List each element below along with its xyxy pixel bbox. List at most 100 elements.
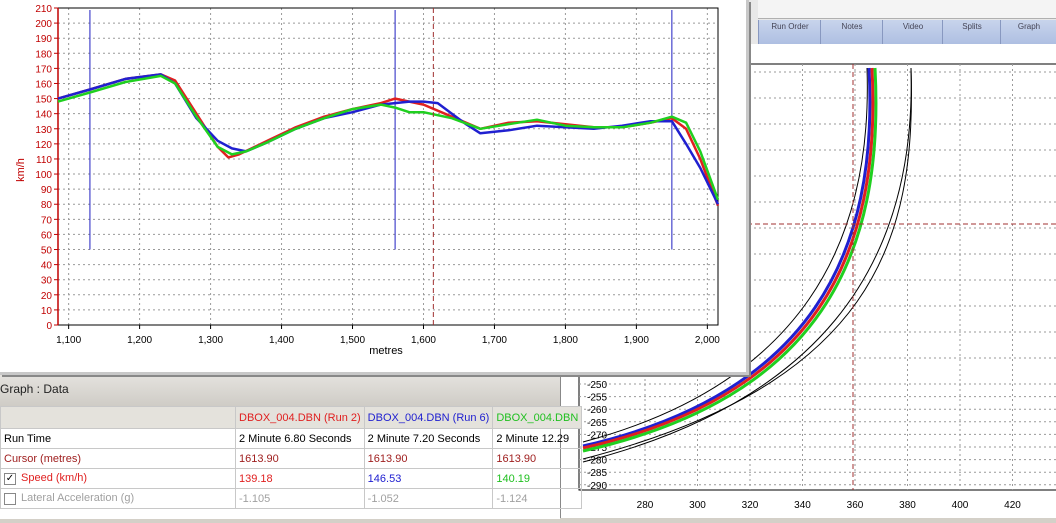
graph-plot-frame (57, 7, 719, 326)
lateral-run6: -1.052 (363, 488, 494, 509)
y-tick-label: 70 (41, 215, 53, 226)
graph-y-axis: 0 10 20 30 40 50 60 70 80 90 100 110 120 130 140 150 160… (35, 4, 59, 332)
map-x-tick-label: 400 (952, 500, 969, 511)
map-y-tick-label: -270 (587, 430, 607, 441)
speed-series-line-2 (57, 74, 720, 201)
table-row: Cursor (metres) 1613.90 1613.90 1613.90 (0, 448, 583, 469)
data-table: DBOX_004.DBN (Run 2) DBOX_004.DBN (Run 6… (0, 406, 583, 509)
x-tick-label: 1,900 (624, 335, 649, 346)
map-y-tick-label: -290 (587, 481, 607, 492)
speed-run6: 146.53 (363, 468, 494, 489)
background-column-headers (758, 20, 1056, 45)
x-tick-label: 1,500 (340, 335, 365, 346)
lateral-run2: -1.105 (235, 488, 365, 509)
table-row: Lateral Acceleration (g) -1.105 -1.052 -… (0, 488, 583, 509)
x-tick-label: 1,700 (482, 335, 507, 346)
cursor-run2: 1613.90 (235, 448, 365, 469)
y-tick-label: 160 (35, 79, 52, 90)
map-x-tick-label: 300 (689, 500, 706, 511)
row-label-cursor: Cursor (metres) (0, 448, 236, 469)
y-tick-label: 140 (35, 110, 52, 121)
y-tick-label: 120 (35, 140, 52, 151)
map-x-tick-label: 380 (899, 500, 916, 511)
map-y-tick-label: -265 (587, 418, 607, 429)
table-row: ✓ Speed (km/h) 139.18 146.53 140.19 (0, 468, 583, 489)
map-y-tick-label: -285 (587, 468, 607, 479)
map-y-tick-label: -255 (587, 393, 607, 404)
y-tick-label: 150 (35, 95, 52, 106)
speed-checkbox[interactable]: ✓ (4, 472, 16, 485)
data-panel-title: Graph : Data (0, 382, 69, 396)
cursor-run6: 1613.90 (363, 448, 494, 469)
data-header-green[interactable]: DBOX_004.DBN (492, 406, 583, 429)
speed-graph[interactable]: 0 10 20 30 40 50 60 70 80 90 100 110 120 130 140 150 160… (0, 0, 746, 372)
speed-series-line-0 (57, 73, 720, 207)
y-tick-label: 200 (35, 19, 52, 30)
y-tick-label: 0 (46, 321, 52, 332)
y-tick-label: 170 (35, 64, 52, 75)
lateral-accel-checkbox[interactable] (4, 492, 16, 505)
y-tick-label: 40 (41, 261, 53, 272)
data-header-run2[interactable]: DBOX_004.DBN (Run 2) (235, 406, 365, 429)
bg-column-notes[interactable]: Notes (820, 20, 883, 44)
row-label-speed: Speed (km/h) (21, 472, 88, 485)
bg-column-graph[interactable]: Graph (1000, 20, 1056, 44)
map-x-tick-label: 280 (637, 500, 654, 511)
y-tick-label: 50 (41, 246, 53, 257)
track-inner-boundary (582, 67, 868, 443)
map-x-tick-label: 420 (1004, 500, 1021, 511)
graph-series (57, 73, 720, 207)
bg-column-video[interactable]: Video (882, 20, 943, 44)
y-tick-label: 100 (35, 170, 52, 181)
data-panel-titlebar[interactable]: Graph : Data (0, 372, 560, 406)
run-time-green: 2 Minute 12.29 (492, 428, 583, 449)
data-header-empty (0, 406, 236, 429)
y-tick-label: 130 (35, 125, 52, 136)
speed-graph-window[interactable]: 0 10 20 30 40 50 60 70 80 90 100 110 120 130 140 150 160… (0, 0, 749, 375)
map-grid (579, 64, 1056, 490)
y-tick-label: 10 (41, 306, 53, 317)
map-x-tick-label: 340 (794, 500, 811, 511)
map-y-tick-label: -250 (587, 380, 607, 391)
speed-green: 140.19 (492, 468, 583, 489)
y-tick-label: 110 (36, 155, 52, 166)
map-line-run2 (582, 67, 875, 450)
data-header-run6[interactable]: DBOX_004.DBN (Run 6) (363, 406, 494, 429)
graph-x-axis: 1,100 1,200 1,300 1,400 1,500 1,600 1,700 1,800… (56, 325, 720, 346)
graph-x-axis-label: metres (369, 345, 403, 357)
graph-grid (58, 7, 718, 326)
x-tick-label: 1,800 (553, 335, 578, 346)
y-tick-label: 90 (41, 185, 53, 196)
bg-column-splits[interactable]: Splits (942, 20, 1001, 44)
x-tick-label: 1,600 (411, 335, 436, 346)
graph-y-axis-label: km/h (15, 158, 27, 182)
graph-split-markers (89, 10, 673, 250)
x-tick-label: 1,300 (198, 335, 223, 346)
run-time-run6: 2 Minute 7.20 Seconds (363, 428, 494, 449)
background-window-header (758, 0, 1056, 19)
y-tick-label: 20 (41, 291, 53, 302)
table-row: Run Time 2 Minute 6.80 Seconds 2 Minute … (0, 428, 583, 449)
row-label-lateral-accel: Lateral Acceleration (g) (21, 492, 135, 505)
y-tick-label: 210 (35, 4, 52, 15)
map-y-tick-label: -280 (587, 456, 607, 467)
speed-run2: 139.18 (235, 468, 365, 489)
lateral-green: -1.124 (492, 488, 583, 509)
x-tick-label: 1,200 (127, 335, 152, 346)
track-outer-boundary (582, 67, 912, 463)
cursor-green: 1613.90 (492, 448, 583, 469)
x-tick-label: 1,400 (269, 335, 294, 346)
x-tick-label: 2,000 (695, 335, 720, 346)
y-tick-label: 180 (35, 49, 52, 60)
track-inner-edge (582, 67, 912, 460)
map-line-run6 (582, 67, 872, 448)
data-table-header-row: DBOX_004.DBN (Run 2) DBOX_004.DBN (Run 6… (0, 406, 583, 429)
run-time-run2: 2 Minute 6.80 Seconds (235, 428, 365, 449)
y-tick-label: 80 (41, 200, 53, 211)
map-line-green (582, 67, 878, 453)
map-x-tick-label: 360 (847, 500, 864, 511)
row-label-run-time: Run Time (0, 428, 236, 449)
bg-column-run-order[interactable]: Run Order (758, 20, 821, 44)
speed-series-line-1 (57, 73, 720, 205)
map-x-axis-ticks: 280 300 320 340 360 380 400 420 (637, 500, 1022, 511)
